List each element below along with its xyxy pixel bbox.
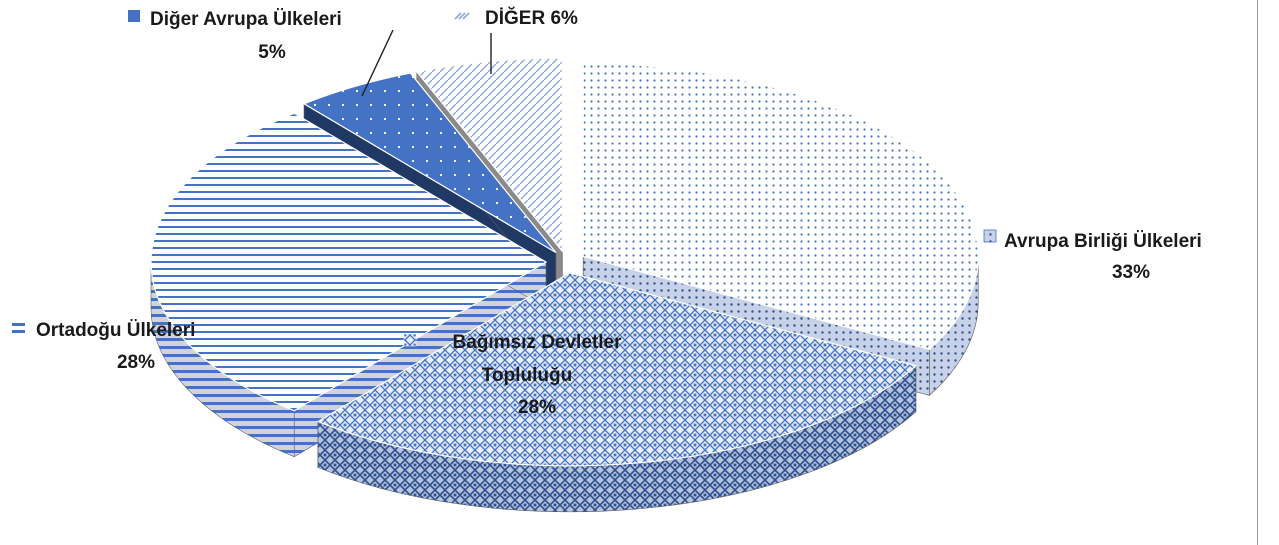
label-diger-avrupa-value: 5% — [258, 42, 286, 63]
label-ortadogu-value: 28% — [117, 352, 155, 373]
slice-top-diger — [415, 57, 563, 253]
slice-top-bagimsiz-devletler-toplulugu — [316, 272, 918, 467]
chart-frame-edge — [1257, 0, 1258, 545]
legend-key-ortadogu — [12, 323, 25, 333]
legend-key-diger — [454, 12, 470, 20]
label-avrupa-birligi-name: Avrupa Birliği Ülkeleri — [1004, 231, 1202, 252]
legend-key-diger-avrupa — [128, 10, 140, 22]
slice-top-avrupa-birligi-ulkeleri — [582, 62, 979, 351]
stripes-pattern-icon — [454, 12, 470, 20]
slice-top-diger-avrupa-ulkeleri — [302, 72, 557, 254]
legend-key-bdt — [403, 333, 417, 347]
label-diger: DİĞER 6% — [485, 7, 578, 29]
label-ortadogu-name: Ortadoğu Ülkeleri — [36, 320, 195, 341]
legend-key-avrupa-birligi — [983, 229, 997, 243]
label-bdt-value: 28% — [518, 397, 556, 418]
label-bdt-name-line2: Topluluğu — [482, 365, 572, 386]
solid-square-icon — [128, 10, 140, 22]
label-diger-avrupa-name: Diğer Avrupa Ülkeleri — [150, 9, 342, 30]
slice-bagimsiz-devletler-toplulugu — [316, 272, 918, 513]
dots-pattern-icon — [983, 229, 997, 243]
pie-slices — [150, 57, 979, 513]
slice-top-ortadogu-ulkeleri — [150, 112, 548, 412]
label-bdt-name-line1: Bağımsız Devletler — [453, 332, 623, 353]
lines-pattern-icon — [12, 323, 25, 326]
diamond-pattern-icon — [403, 333, 417, 347]
label-avrupa-birligi-value: 33% — [1112, 262, 1150, 283]
leader-line-diger-avrupa — [361, 29, 394, 97]
